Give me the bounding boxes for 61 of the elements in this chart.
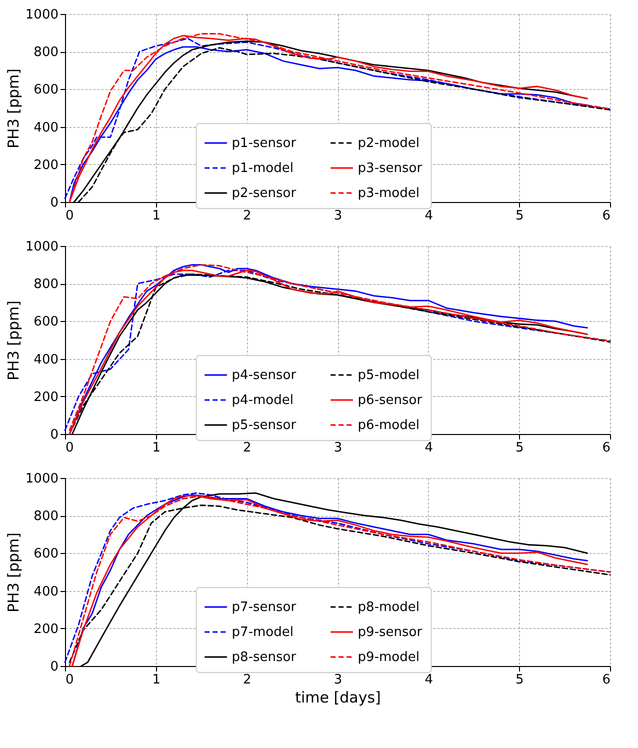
- legend-label: p9-sensor: [358, 625, 423, 640]
- y-tick-label: 400: [34, 352, 58, 368]
- x-tick-label: 4: [424, 208, 433, 224]
- x-tick-label: 5: [516, 672, 524, 688]
- x-tick-label: 6: [602, 208, 610, 224]
- legend-label: p5-model: [358, 368, 420, 384]
- legend-label: p2-model: [358, 136, 420, 152]
- legend-label: p3-sensor: [358, 161, 423, 176]
- x-tick-label: 1: [152, 672, 160, 688]
- y-tick-label: 200: [34, 158, 58, 173]
- y-tick-label: 600: [34, 546, 58, 562]
- x-tick-label: 2: [243, 208, 252, 224]
- x-tick-label: 5: [516, 440, 524, 456]
- x-tick-label: 4: [424, 672, 433, 688]
- x-tick-label: 6: [602, 672, 610, 688]
- x-tick-label: 6: [602, 440, 610, 456]
- legend-label: p5-sensor: [232, 418, 297, 434]
- legend-label: p3-model: [358, 186, 420, 202]
- y-tick-label: 400: [34, 120, 58, 136]
- x-tick-label: 0: [66, 440, 74, 456]
- legend-label: p4-model: [232, 393, 294, 408]
- legend-label: p7-model: [232, 625, 294, 640]
- legend-label: p7-sensor: [232, 600, 297, 616]
- y-tick-label: 0: [50, 196, 58, 210]
- x-tick-label: 5: [516, 208, 524, 224]
- y-tick-label: 200: [34, 622, 58, 637]
- x-axis-title: time [days]: [295, 688, 381, 706]
- legend-label: p1-model: [232, 161, 294, 176]
- x-tick-label: 2: [243, 440, 252, 456]
- y-tick-label: 800: [34, 45, 58, 60]
- x-tick-label: 0: [66, 208, 74, 224]
- legend-label: p8-sensor: [232, 650, 297, 666]
- x-tick-label: 4: [424, 440, 433, 456]
- legend-label: p9-model: [358, 650, 420, 666]
- y-tick-label: 200: [34, 390, 58, 405]
- x-tick-label: 2: [243, 672, 252, 688]
- y-tick-label: 0: [50, 428, 58, 442]
- x-tick-label: 1: [152, 208, 160, 224]
- x-tick-label: 0: [66, 672, 74, 688]
- legend-label: p8-model: [358, 600, 420, 616]
- legend-label: p1-sensor: [232, 136, 297, 152]
- x-tick-label: 3: [334, 672, 342, 688]
- y-tick-label: 400: [34, 584, 58, 600]
- y-tick-label: 600: [34, 314, 58, 330]
- y-tick-label: 600: [34, 82, 58, 98]
- legend-label: p4-sensor: [232, 368, 297, 384]
- y-tick-label: 0: [50, 660, 58, 674]
- legend-label: p6-model: [358, 418, 420, 434]
- x-tick-label: 3: [334, 440, 342, 456]
- y-axis-title: PH3 [ppm]: [4, 68, 22, 148]
- y-tick-label: 1000: [25, 240, 58, 254]
- y-tick-label: 1000: [25, 8, 58, 22]
- x-tick-label: 3: [334, 208, 342, 224]
- y-tick-label: 800: [34, 277, 58, 292]
- y-axis-title: PH3 [ppm]: [4, 532, 22, 612]
- y-tick-label: 800: [34, 509, 58, 524]
- y-axis-title: PH3 [ppm]: [4, 300, 22, 380]
- legend-label: p6-sensor: [358, 393, 423, 408]
- legend-label: p2-sensor: [232, 186, 297, 202]
- x-tick-label: 1: [152, 440, 160, 456]
- y-tick-label: 1000: [25, 472, 58, 486]
